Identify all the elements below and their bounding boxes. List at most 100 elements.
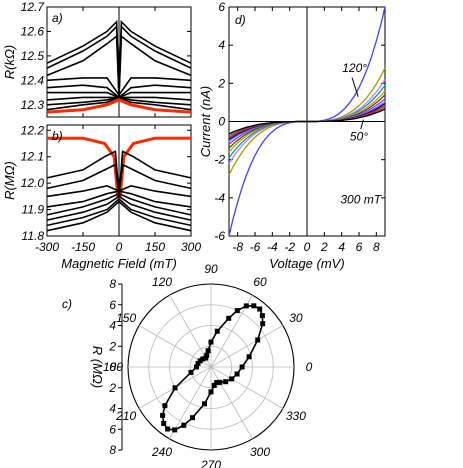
panel-c-angle-label: 90 bbox=[204, 262, 218, 276]
panel-c-grid-spoke bbox=[210, 366, 253, 440]
panel-c-angle-label: 240 bbox=[151, 445, 172, 459]
panel-c-r-tick-label: 8 bbox=[109, 277, 116, 291]
panel-a-series-9 bbox=[46, 98, 192, 114]
panel-a-y-tick-label: 12.6 bbox=[21, 24, 45, 38]
panel-d-annotation-50: 50° bbox=[350, 130, 368, 144]
panel-b-series-4 bbox=[46, 190, 192, 208]
panel-c-data-point-11 bbox=[208, 339, 214, 345]
panel-c-angle-label: 210 bbox=[115, 409, 136, 423]
panel-b-y-tick-label: 12.0 bbox=[21, 176, 45, 190]
panel-d-y-axis-label: Current (nA) bbox=[198, 86, 213, 158]
panel-a-series-8 bbox=[46, 96, 192, 111]
panel-c-r-axis-label: R (MΩ) bbox=[90, 346, 105, 388]
panel-c-data-point-10 bbox=[214, 328, 220, 334]
panel-c-data-point-12 bbox=[205, 348, 211, 354]
panel-c-data-point-20 bbox=[172, 385, 178, 391]
panel-b-y-tick-label: 11.9 bbox=[22, 203, 45, 217]
panel-c-data-point-4 bbox=[259, 313, 265, 319]
panel-d-y-tick-label: 0 bbox=[218, 115, 225, 129]
panel-c-data-point-32 bbox=[217, 379, 223, 385]
panel-d-x-tick-label: -6 bbox=[250, 240, 261, 254]
panel-a-y-tick-label: 12.5 bbox=[21, 49, 45, 63]
panel-d-annotation-120: 120° bbox=[342, 61, 367, 75]
panel-d-x-tick-label: 2 bbox=[320, 240, 328, 254]
panel-d-x-tick-label: 8 bbox=[373, 240, 380, 254]
panel-a-label: a) bbox=[52, 11, 63, 25]
panel-b-magnetoresistance-mohm: -300 -150 0 150 300 11.8 11.9 12.0 12.1 12.2 b) R(M… bbox=[2, 123, 201, 271]
panel-c-data-point-14 bbox=[203, 355, 209, 361]
panel-c-data-point-16 bbox=[197, 358, 203, 364]
panel-c-data-point-30 bbox=[211, 382, 217, 388]
panel-c-data-point-3 bbox=[260, 321, 266, 327]
panel-c-data-point-1 bbox=[246, 354, 252, 360]
panel-d-x-tick-label: 0 bbox=[304, 240, 311, 254]
panel-b-series-8 bbox=[46, 200, 192, 232]
panel-d-y-tick-label: 2 bbox=[217, 76, 225, 90]
panel-c-r-tick-label: 2 bbox=[108, 339, 116, 353]
panel-d-y-tick-label: 4 bbox=[218, 38, 225, 52]
panel-c-r-tick-label: 6 bbox=[109, 422, 116, 436]
panel-c-r-tick-label: 6 bbox=[109, 298, 116, 312]
panel-b-y-tick-label: 12.1 bbox=[21, 150, 44, 164]
panel-c-data-point-33 bbox=[223, 379, 229, 385]
panel-c-r-tick-label: 4 bbox=[109, 319, 116, 333]
panel-c-angle-label: 60 bbox=[253, 275, 267, 289]
panel-b-x-axis-label: Magnetic Field (mT) bbox=[61, 256, 177, 271]
panel-c-data-point-2 bbox=[255, 337, 261, 343]
panel-b-y-tick-label: 11.8 bbox=[22, 229, 45, 243]
panel-c-angle-label: 180 bbox=[103, 360, 123, 374]
panel-c-data-point-24 bbox=[165, 426, 171, 432]
panel-d-y-tick-label: 6 bbox=[218, 0, 225, 14]
panel-c-data-point-7 bbox=[243, 303, 249, 309]
panel-d-x-tick-label: -8 bbox=[232, 240, 243, 254]
panel-b-series-7 bbox=[46, 197, 192, 227]
panel-d-x-tick-label: -4 bbox=[267, 240, 278, 254]
panel-c-data-point-8 bbox=[234, 308, 240, 314]
panel-c-r-tick-label: 0 bbox=[109, 360, 116, 374]
panel-a-y-tick-label: 12.7 bbox=[21, 0, 46, 14]
panel-c-data-point-21 bbox=[162, 403, 168, 409]
panel-b-y-axis-label: R(MΩ) bbox=[2, 161, 17, 200]
panel-a-y-tick-label: 12.4 bbox=[21, 73, 45, 87]
panel-c-angle-label: 120 bbox=[152, 275, 172, 289]
panel-c-data-point-6 bbox=[251, 303, 257, 309]
panel-d-x-tick-label: 6 bbox=[356, 240, 363, 254]
panel-b-x-tick-label: 300 bbox=[181, 240, 201, 254]
panel-c-data-point-18 bbox=[194, 364, 199, 370]
panel-c-data-point-9 bbox=[226, 315, 232, 321]
panel-b-x-tick-label: -300 bbox=[35, 240, 59, 254]
panel-c-angle-label: 330 bbox=[286, 409, 306, 423]
panel-c-angle-label: 30 bbox=[289, 311, 303, 325]
panel-a-y-axis-label: R(kΩ) bbox=[2, 45, 17, 79]
panel-c-data-point-31 bbox=[214, 380, 220, 386]
panel-c-data-point-27 bbox=[190, 415, 195, 421]
panel-c-grid-spoke bbox=[169, 366, 212, 440]
panel-d-x-tick-label: 4 bbox=[338, 240, 345, 254]
panel-c-data-point-23 bbox=[161, 420, 167, 426]
panel-c-data-point-19 bbox=[188, 369, 194, 375]
panel-c-polar-plot: 0 30 60 90 120 150 180 210 240 270 300 330 8 6 4 2 0 2 4 6 8… bbox=[62, 262, 313, 468]
panel-c-data-point-26 bbox=[181, 422, 187, 428]
panel-c-r-tick-label: 2 bbox=[108, 381, 116, 395]
panel-c-data-point-22 bbox=[160, 412, 166, 418]
panel-b-y-tick-label: 12.2 bbox=[21, 123, 45, 137]
panel-c-data-point-25 bbox=[172, 427, 178, 433]
panel-c-data-point-17 bbox=[195, 361, 201, 366]
panel-b-x-tick-label: 0 bbox=[116, 240, 123, 254]
panel-a-y-tick-label: 12.3 bbox=[21, 98, 45, 112]
panel-c-angle-label: 270 bbox=[200, 458, 221, 468]
panel-c-grid-spoke bbox=[210, 366, 284, 409]
panel-b-x-tick-label: 150 bbox=[145, 240, 165, 254]
panel-d-y-tick-label: -2 bbox=[214, 153, 225, 167]
panel-c-data-point-0 bbox=[239, 364, 245, 370]
panel-c-data-point-35 bbox=[234, 371, 240, 377]
panel-b-series-5 bbox=[46, 192, 192, 216]
panel-d-iv-curve-11 bbox=[228, 108, 386, 135]
panel-d-arrow-120 bbox=[351, 77, 359, 97]
panel-b-x-tick-label: -150 bbox=[71, 240, 95, 254]
panel-d-x-tick-label: -2 bbox=[284, 240, 295, 254]
panel-c-angle-label: 150 bbox=[116, 311, 136, 325]
panel-c-data-point-13 bbox=[204, 352, 210, 358]
panel-c-data-point-28 bbox=[202, 401, 207, 407]
